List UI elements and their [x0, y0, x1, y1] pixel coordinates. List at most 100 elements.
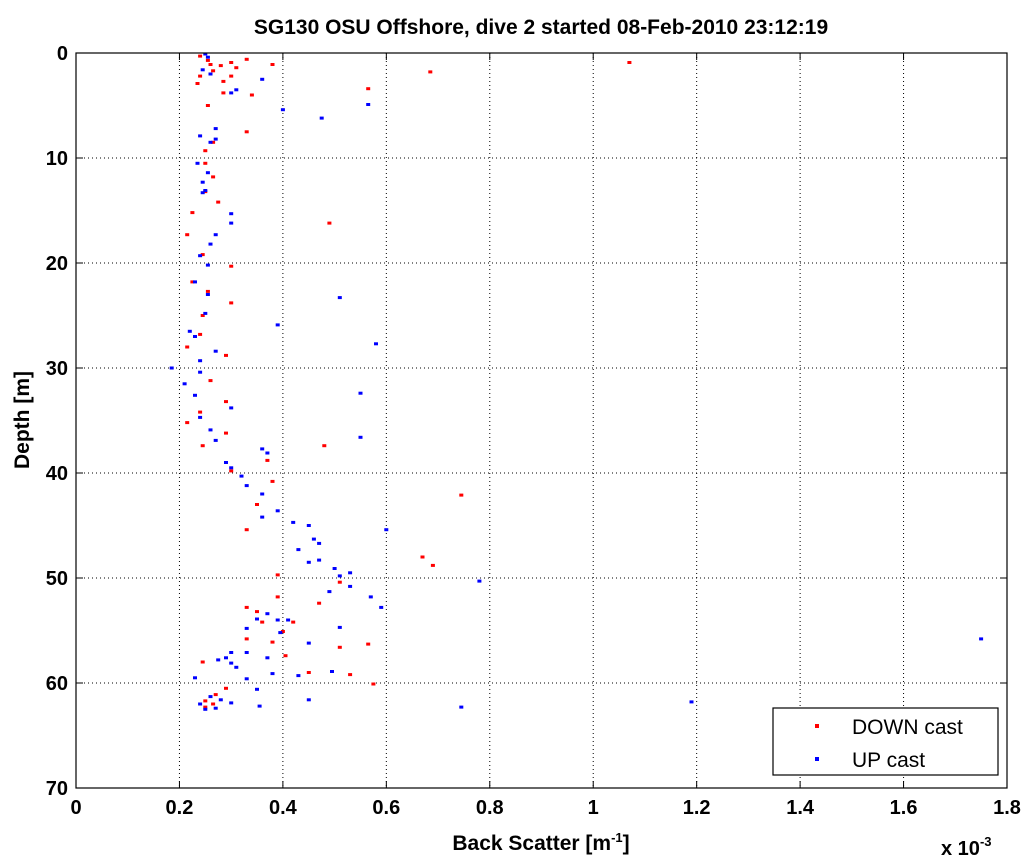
- data-point: [430, 563, 435, 567]
- data-point: [348, 673, 353, 677]
- data-point: [270, 640, 275, 644]
- data-point: [255, 687, 259, 691]
- data-point: [213, 693, 218, 697]
- data-point: [477, 579, 482, 583]
- data-point: [198, 254, 203, 258]
- data-point: [366, 642, 371, 646]
- data-point: [211, 175, 216, 179]
- data-point: [319, 116, 324, 120]
- data-point: [265, 612, 270, 616]
- data-point: [428, 70, 433, 74]
- x-tick-label: 0: [70, 797, 81, 819]
- data-point: [216, 200, 221, 204]
- data-point: [459, 705, 464, 709]
- x-axis-label: Back Scatter [m-1]: [452, 830, 629, 855]
- x-tick-label: 0.4: [269, 797, 298, 819]
- data-point: [198, 359, 203, 363]
- data-point: [244, 528, 249, 532]
- data-point: [208, 242, 213, 246]
- data-point: [203, 707, 208, 711]
- data-point: [317, 558, 322, 562]
- data-point: [213, 706, 218, 710]
- x-tick-label: 1.8: [993, 797, 1021, 819]
- data-point: [459, 493, 464, 497]
- data-point: [322, 444, 327, 448]
- data-point: [200, 191, 205, 195]
- data-point: [244, 651, 249, 654]
- data-point: [358, 435, 363, 439]
- data-point: [229, 651, 234, 654]
- data-point: [224, 686, 228, 690]
- data-point: [306, 641, 311, 645]
- data-point: [337, 645, 342, 649]
- data-point: [358, 391, 363, 395]
- data-point: [270, 63, 275, 66]
- legend-marker-up: [815, 757, 819, 761]
- data-point: [317, 601, 322, 605]
- data-point: [193, 676, 197, 680]
- data-point: [208, 379, 213, 383]
- data-point: [278, 631, 283, 635]
- data-point: [306, 524, 311, 527]
- data-point: [200, 444, 205, 448]
- series-down-cast: [185, 54, 632, 709]
- data-point: [306, 698, 311, 702]
- data-point: [211, 702, 216, 706]
- data-point: [234, 66, 239, 70]
- data-point: [198, 332, 203, 336]
- legend-box: [772, 707, 999, 776]
- data-point: [234, 665, 239, 669]
- data-point: [221, 79, 226, 83]
- data-point: [260, 77, 265, 81]
- data-point: [213, 349, 218, 353]
- data-point: [224, 461, 228, 464]
- data-point: [280, 108, 285, 112]
- data-point: [218, 64, 223, 68]
- data-point: [265, 451, 270, 455]
- data-point: [244, 484, 249, 488]
- legend: DOWN cast UP cast: [772, 707, 999, 776]
- data-point: [213, 233, 218, 237]
- data-point: [327, 590, 332, 594]
- data-point: [208, 72, 213, 76]
- data-point: [200, 180, 205, 184]
- x-axis-multiplier-base: x 10: [941, 838, 980, 860]
- data-point: [205, 171, 210, 175]
- x-axis-label-text: Back Scatter [m: [452, 832, 611, 855]
- x-axis-multiplier-exponent: -3: [980, 834, 992, 849]
- data-point: [187, 329, 192, 333]
- data-point: [213, 127, 218, 131]
- data-point: [205, 55, 210, 59]
- data-point: [195, 82, 200, 85]
- data-point: [229, 469, 234, 473]
- data-point: [211, 69, 216, 73]
- data-point: [283, 654, 288, 658]
- data-point: [185, 421, 190, 425]
- data-point: [200, 660, 205, 664]
- data-point: [182, 382, 187, 386]
- legend-label-down: DOWN cast: [852, 716, 963, 739]
- data-point: [275, 509, 280, 513]
- data-point: [224, 431, 228, 435]
- data-point: [330, 670, 334, 673]
- x-tick-label: 1.6: [890, 797, 918, 819]
- series-up-cast: [169, 52, 984, 711]
- data-point: [198, 370, 203, 374]
- x-tick-label: 1.2: [683, 797, 711, 819]
- data-point: [198, 54, 203, 58]
- data-point: [374, 342, 378, 346]
- data-point: [193, 393, 197, 397]
- data-point: [979, 637, 984, 641]
- data-point: [169, 366, 174, 370]
- data-point: [379, 605, 384, 609]
- data-point: [198, 415, 203, 419]
- data-point: [213, 137, 218, 141]
- data-point: [270, 479, 275, 483]
- data-point: [229, 701, 234, 705]
- data-point: [366, 87, 371, 91]
- data-point: [420, 555, 425, 559]
- data-point: [203, 161, 208, 165]
- data-point: [224, 656, 228, 660]
- y-tick-label: 60: [46, 673, 68, 695]
- data-point: [260, 515, 265, 519]
